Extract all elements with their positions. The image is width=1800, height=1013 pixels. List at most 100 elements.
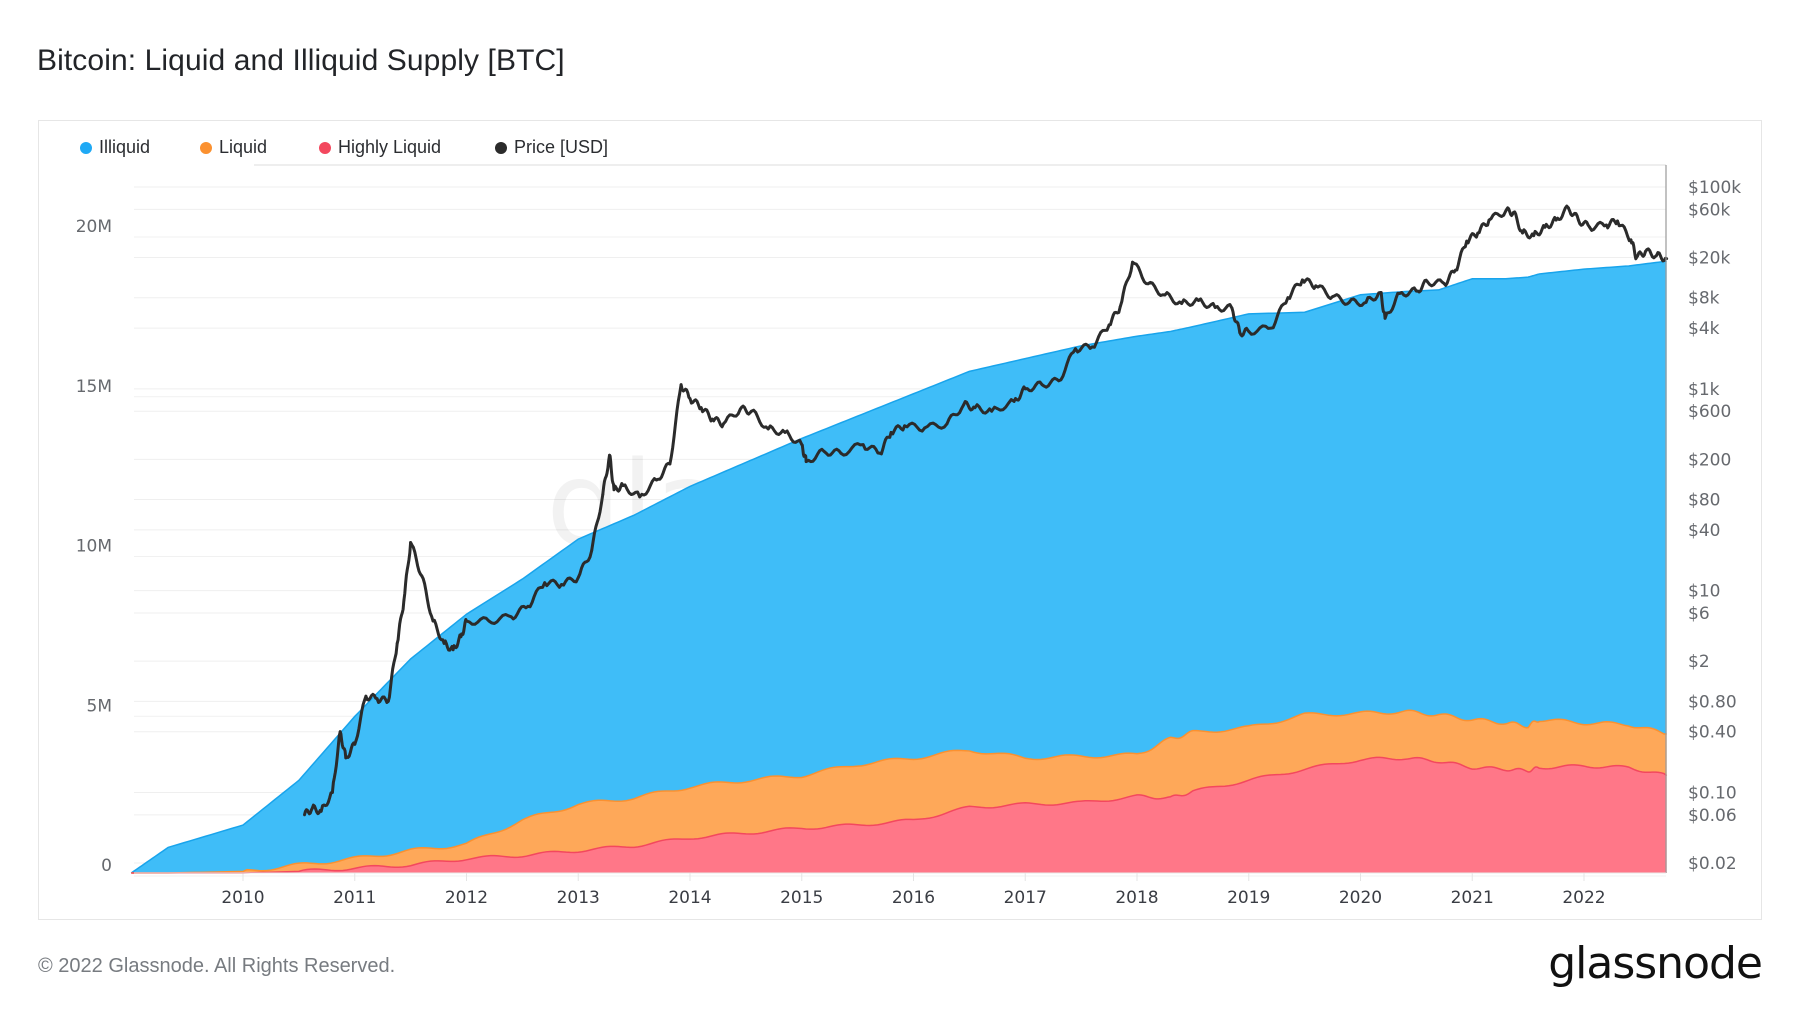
- price-point: [560, 583, 563, 586]
- legend-item-illiquid[interactable]: Illiquid: [80, 137, 150, 158]
- chart-frame: [38, 120, 1762, 920]
- y-left-tick-label: 0: [101, 856, 112, 876]
- price-point: [1442, 282, 1446, 286]
- price-point: [590, 549, 594, 552]
- x-tick-label: 2017: [1004, 888, 1047, 908]
- area-illiquid[interactable]: [131, 261, 1667, 873]
- price-point: [1512, 211, 1515, 214]
- price-point: [655, 478, 658, 482]
- y-right-tick-label: $4k: [1688, 319, 1720, 339]
- price-point: [973, 406, 977, 410]
- price-point: [608, 453, 611, 457]
- x-tick-label: 2011: [333, 888, 376, 908]
- price-point: [303, 813, 306, 817]
- y-right-tick-label: $60k: [1688, 200, 1730, 220]
- area-highly-liquid[interactable]: [131, 757, 1667, 873]
- price-point: [409, 541, 412, 544]
- price-point: [310, 806, 314, 810]
- price-point: [638, 495, 642, 499]
- price-point: [923, 426, 927, 430]
- price-point: [822, 450, 826, 453]
- price-point: [990, 409, 994, 413]
- y-right-tick-label: $6: [1688, 604, 1710, 624]
- price-point: [1521, 231, 1524, 235]
- y-right-tick-label: $200: [1688, 450, 1731, 470]
- price-point: [1379, 291, 1382, 294]
- price-point: [1364, 300, 1368, 304]
- price-point: [353, 742, 357, 746]
- y-left-tick-label: 15M: [76, 377, 112, 397]
- price-point: [364, 694, 368, 698]
- price-point: [1269, 326, 1273, 330]
- y-right-tick-label: $1k: [1688, 380, 1720, 400]
- legend-label-highly-liquid: Highly Liquid: [338, 137, 442, 157]
- price-point: [1314, 284, 1318, 288]
- y-right-tick-label: $0.06: [1688, 806, 1737, 826]
- price-point: [699, 406, 703, 410]
- legend-item-highly-liquid[interactable]: Highly Liquid: [319, 137, 441, 158]
- price-point: [1347, 300, 1351, 304]
- price-point: [344, 756, 348, 760]
- legend-label-price: Price [USD]: [514, 137, 609, 157]
- y-right-tick-label: $10: [1688, 582, 1720, 602]
- price-point: [612, 488, 616, 492]
- price-point: [878, 451, 882, 455]
- y-right-tick-label: $80: [1688, 491, 1720, 511]
- legend-item-liquid[interactable]: Liquid: [200, 137, 267, 158]
- price-point: [1197, 299, 1200, 302]
- price-point: [1163, 293, 1167, 297]
- price-point: [1286, 296, 1290, 300]
- price-point: [331, 791, 334, 794]
- y-right-tick-label: $600: [1688, 402, 1731, 422]
- price-point: [861, 443, 865, 446]
- x-tick-label: 2019: [1227, 888, 1270, 908]
- price-point: [766, 427, 770, 431]
- y-right-tick-label: $0.80: [1688, 692, 1737, 712]
- price-point: [1238, 331, 1242, 335]
- price-point: [1331, 295, 1334, 298]
- price-point: [1415, 289, 1418, 293]
- price-point: [1023, 387, 1027, 391]
- price-point: [375, 697, 379, 701]
- area-highly-liquid-edge: [131, 756, 1668, 874]
- x-tick-label: 2022: [1562, 888, 1605, 908]
- price-point: [1635, 256, 1638, 259]
- price-point: [1107, 323, 1111, 327]
- price-point: [395, 642, 399, 645]
- price-point: [1090, 345, 1094, 349]
- y-left-tick-label: 5M: [87, 696, 112, 716]
- y-right-tick-label: $8k: [1688, 289, 1720, 309]
- price-point: [1543, 225, 1547, 229]
- glassnode-logo[interactable]: glassnode: [1548, 938, 1763, 989]
- price-point: [783, 431, 787, 434]
- price-point: [1454, 268, 1457, 272]
- legend-item-price[interactable]: Price [USD]: [495, 137, 608, 158]
- legend-label-liquid: Liquid: [219, 137, 268, 157]
- price-point: [1040, 383, 1044, 386]
- price-point: [738, 407, 742, 411]
- price-point: [1554, 218, 1558, 222]
- price-point: [1577, 218, 1580, 222]
- price-point: [1180, 302, 1184, 305]
- price-point: [459, 635, 463, 639]
- page-title: Bitcoin: Liquid and Illiquid Supply [BTC…: [37, 44, 565, 77]
- axes: 0 5M 10M 15M 20M $0.02 $0.06 $0.10 $0.40 $0.80 $2 $…: [76, 165, 1741, 908]
- price-point: [1057, 379, 1061, 383]
- price-point: [722, 422, 725, 426]
- price-point: [1588, 225, 1591, 229]
- price-point: [543, 581, 547, 585]
- price-point: [1012, 400, 1016, 403]
- price-point: [1629, 238, 1633, 242]
- price-point: [509, 615, 513, 619]
- area-liquid[interactable]: [131, 710, 1667, 873]
- x-tick-label: 2018: [1115, 888, 1158, 908]
- price-point: [1146, 282, 1150, 286]
- y-right-tick-label: $2: [1688, 652, 1710, 672]
- price-point: [465, 619, 468, 623]
- price-point: [1644, 250, 1647, 253]
- price-point: [487, 619, 491, 623]
- y-left-tick-label: 20M: [76, 217, 112, 237]
- legend-label-illiquid: Illiquid: [99, 137, 151, 157]
- price-point: [1301, 278, 1304, 282]
